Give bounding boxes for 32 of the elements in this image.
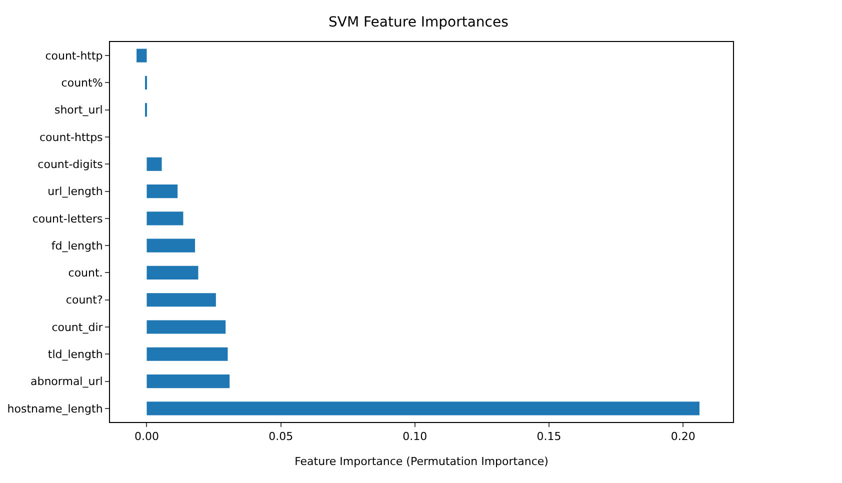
y-tick-label: abnormal_url	[30, 375, 103, 388]
y-tick-label: tld_length	[48, 348, 103, 361]
x-tick-label: 0.15	[536, 430, 562, 444]
y-tick-label: count%	[61, 76, 103, 90]
x-axis-title: Feature Importance (Permutation Importance)	[294, 455, 548, 468]
bar	[146, 293, 216, 307]
x-tick-label: 0.00	[134, 430, 159, 444]
bar	[146, 157, 162, 171]
y-tick-label: fd_length	[51, 239, 103, 252]
bar	[146, 402, 700, 416]
chart-title: SVM Feature Importances	[328, 14, 508, 31]
bar	[146, 238, 196, 252]
x-tick-label: 0.05	[268, 430, 294, 444]
bar	[146, 374, 230, 388]
bar	[146, 266, 198, 280]
y-tick-label: count-https	[39, 130, 104, 144]
bar	[146, 184, 178, 198]
y-tick-label: hostname_length	[7, 402, 103, 416]
bar	[146, 320, 226, 334]
y-tick-label: count?	[66, 294, 103, 307]
y-tick-label: count-digits	[38, 158, 104, 171]
y-tick-label: count.	[68, 266, 103, 280]
y-tick-label: url_length	[48, 185, 103, 198]
bar	[146, 347, 228, 361]
x-tick-label: 0.20	[670, 430, 696, 444]
y-tick-label: count-letters	[32, 212, 104, 226]
bar	[146, 212, 184, 226]
y-tick-label: short_url	[54, 104, 103, 117]
x-tick-label: 0.10	[402, 430, 428, 444]
bar	[136, 48, 147, 62]
y-tick-label: count_dir	[52, 320, 104, 334]
y-tick-label: count-http	[45, 49, 103, 62]
